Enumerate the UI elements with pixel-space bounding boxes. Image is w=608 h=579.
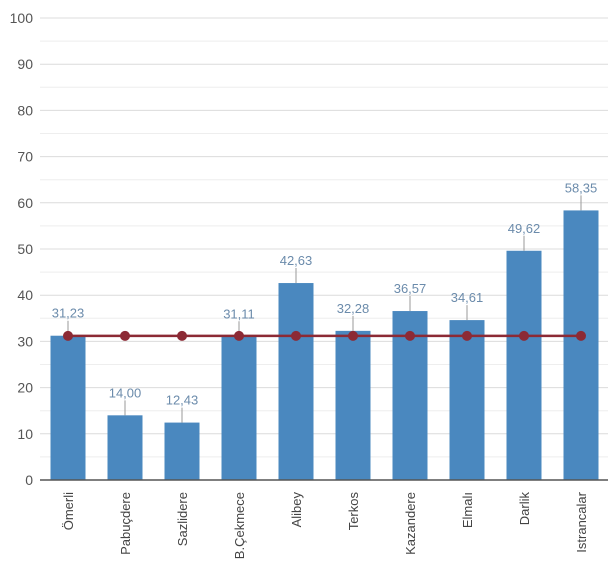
bar bbox=[164, 422, 200, 480]
reference-point bbox=[291, 330, 301, 341]
y-tick-label: 20 bbox=[17, 380, 33, 396]
bar bbox=[449, 320, 485, 480]
reference-point bbox=[63, 330, 73, 341]
data-label: 36,57 bbox=[394, 281, 427, 296]
data-label: 32,28 bbox=[337, 301, 370, 316]
reference-point bbox=[348, 330, 358, 341]
reference-point bbox=[462, 330, 472, 341]
y-tick-label: 60 bbox=[17, 195, 33, 211]
reference-point bbox=[177, 330, 187, 341]
y-tick-label: 50 bbox=[17, 241, 33, 257]
y-tick-label: 10 bbox=[17, 426, 33, 442]
x-tick-label: Pabuçdere bbox=[118, 492, 133, 555]
data-label: 12,43 bbox=[166, 393, 199, 408]
reference-point bbox=[576, 330, 586, 341]
data-label: 34,61 bbox=[451, 290, 484, 305]
x-tick-label: Terkos bbox=[346, 492, 361, 531]
reference-point bbox=[234, 330, 244, 341]
bar bbox=[50, 335, 86, 480]
data-label: 42,63 bbox=[280, 253, 313, 268]
y-tick-label: 30 bbox=[17, 333, 33, 349]
reference-point bbox=[519, 330, 529, 341]
data-label: 58,35 bbox=[565, 180, 598, 195]
x-tick-label: Kazandere bbox=[403, 492, 418, 555]
x-tick-label: Sazlidere bbox=[175, 492, 190, 546]
bar bbox=[506, 250, 542, 480]
data-label: 14,00 bbox=[109, 385, 142, 400]
bar bbox=[107, 415, 143, 480]
y-tick-label: 0 bbox=[25, 472, 33, 488]
data-label: 31,11 bbox=[223, 306, 255, 321]
x-tick-label: Elmalı bbox=[460, 492, 475, 528]
x-tick-label: Alibey bbox=[289, 492, 304, 528]
bar bbox=[335, 330, 371, 480]
y-tick-label: 100 bbox=[10, 10, 34, 26]
x-tick-label: B.Çekmece bbox=[232, 492, 247, 559]
bar bbox=[221, 336, 257, 480]
reference-point bbox=[405, 330, 415, 341]
y-tick-label: 70 bbox=[17, 149, 33, 165]
bar bbox=[563, 210, 599, 480]
y-tick-label: 40 bbox=[17, 287, 33, 303]
x-tick-label: Istrancalar bbox=[574, 491, 589, 552]
y-tick-label: 90 bbox=[17, 56, 33, 72]
data-label: 49,62 bbox=[508, 221, 541, 236]
reference-point bbox=[120, 330, 130, 341]
y-tick-label: 80 bbox=[17, 102, 33, 118]
x-tick-label: Darlik bbox=[517, 492, 532, 526]
bar bbox=[278, 283, 314, 480]
x-tick-label: Ömerli bbox=[61, 492, 76, 530]
data-label: 31,23 bbox=[52, 306, 85, 321]
